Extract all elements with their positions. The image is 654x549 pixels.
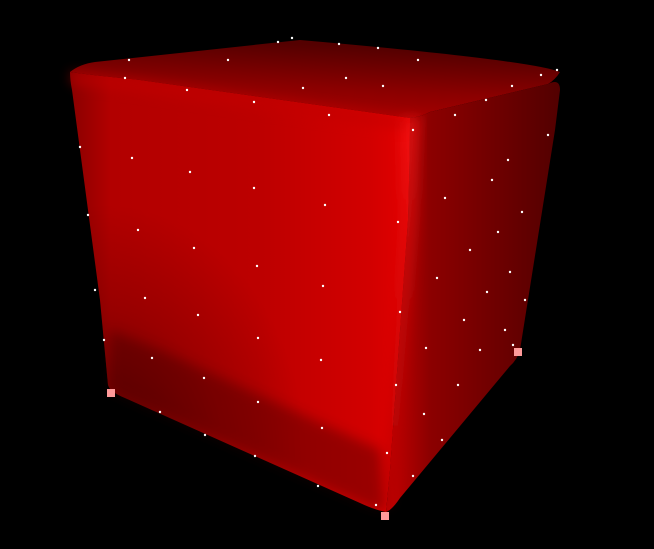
vertex-point	[86, 213, 90, 217]
vertex-point	[143, 296, 147, 300]
vertex-point	[510, 84, 514, 88]
vertex-point	[185, 88, 189, 92]
vertex-point	[255, 264, 259, 268]
vertex-point	[411, 128, 415, 132]
vertex-point	[398, 310, 402, 314]
vertex-point	[539, 73, 543, 77]
vertex-point	[188, 170, 192, 174]
vertex-point	[127, 58, 131, 62]
vertex-point	[456, 383, 460, 387]
vertex-point	[78, 145, 82, 149]
vertex-points	[78, 36, 559, 507]
vertex-point	[226, 58, 230, 62]
vertex-point	[503, 328, 507, 332]
vertex-point	[202, 376, 206, 380]
corner-marker	[381, 512, 389, 520]
vertex-point	[396, 220, 400, 224]
vertex-point	[478, 348, 482, 352]
vertex-point	[490, 178, 494, 182]
vertex-point	[485, 290, 489, 294]
vertex-point	[290, 36, 294, 40]
vertex-point	[484, 98, 488, 102]
cube-vertical-edge-highlight	[386, 116, 420, 510]
vertex-point	[252, 100, 256, 104]
vertex-point	[376, 46, 380, 50]
vertex-point	[374, 503, 378, 507]
vertex-point	[416, 58, 420, 62]
vertex-point	[468, 248, 472, 252]
vertex-point	[381, 84, 385, 88]
vertex-point	[520, 210, 524, 214]
cube-front-dark-band	[108, 330, 386, 512]
vertex-point	[511, 343, 515, 347]
vertex-point	[252, 186, 256, 190]
vertex-point	[196, 313, 200, 317]
vertex-point	[440, 438, 444, 442]
vertex-point	[192, 246, 196, 250]
vertex-point	[321, 284, 325, 288]
vertex-point	[385, 451, 389, 455]
vertex-point	[123, 76, 127, 80]
vertex-point	[102, 338, 106, 342]
vertex-point	[203, 433, 207, 437]
vertex-point	[320, 426, 324, 430]
vertex-point	[555, 68, 559, 72]
vertex-point	[453, 113, 457, 117]
corner-marker	[107, 389, 115, 397]
vertex-point	[435, 276, 439, 280]
vertex-point	[523, 298, 527, 302]
vertex-point	[319, 358, 323, 362]
vertex-point	[496, 230, 500, 234]
vertex-point	[443, 196, 447, 200]
vertex-point	[276, 40, 280, 44]
vertex-point	[136, 228, 140, 232]
cube-top-edge-highlight	[70, 72, 410, 130]
vertex-point	[150, 356, 154, 360]
vertex-point	[130, 156, 134, 160]
corner-marker	[514, 348, 522, 356]
vertex-point	[158, 410, 162, 414]
vertex-point	[327, 113, 331, 117]
vertex-point	[422, 412, 426, 416]
vertex-point	[546, 133, 550, 137]
cube-right-face	[386, 82, 560, 512]
vertex-point	[256, 400, 260, 404]
vertex-point	[508, 270, 512, 274]
vertex-point	[344, 76, 348, 80]
vertex-point	[411, 474, 415, 478]
cube-top-face	[70, 40, 560, 118]
corner-markers	[107, 348, 522, 520]
vertex-point	[394, 383, 398, 387]
vertex-point	[301, 86, 305, 90]
vertex-point	[253, 454, 257, 458]
vertex-point	[506, 158, 510, 162]
vertex-point	[462, 318, 466, 322]
vertex-point	[323, 203, 327, 207]
vertex-point	[316, 484, 320, 488]
vertex-point	[256, 336, 260, 340]
vertex-point	[337, 42, 341, 46]
vertex-point	[93, 288, 97, 292]
vertex-point	[424, 346, 428, 350]
